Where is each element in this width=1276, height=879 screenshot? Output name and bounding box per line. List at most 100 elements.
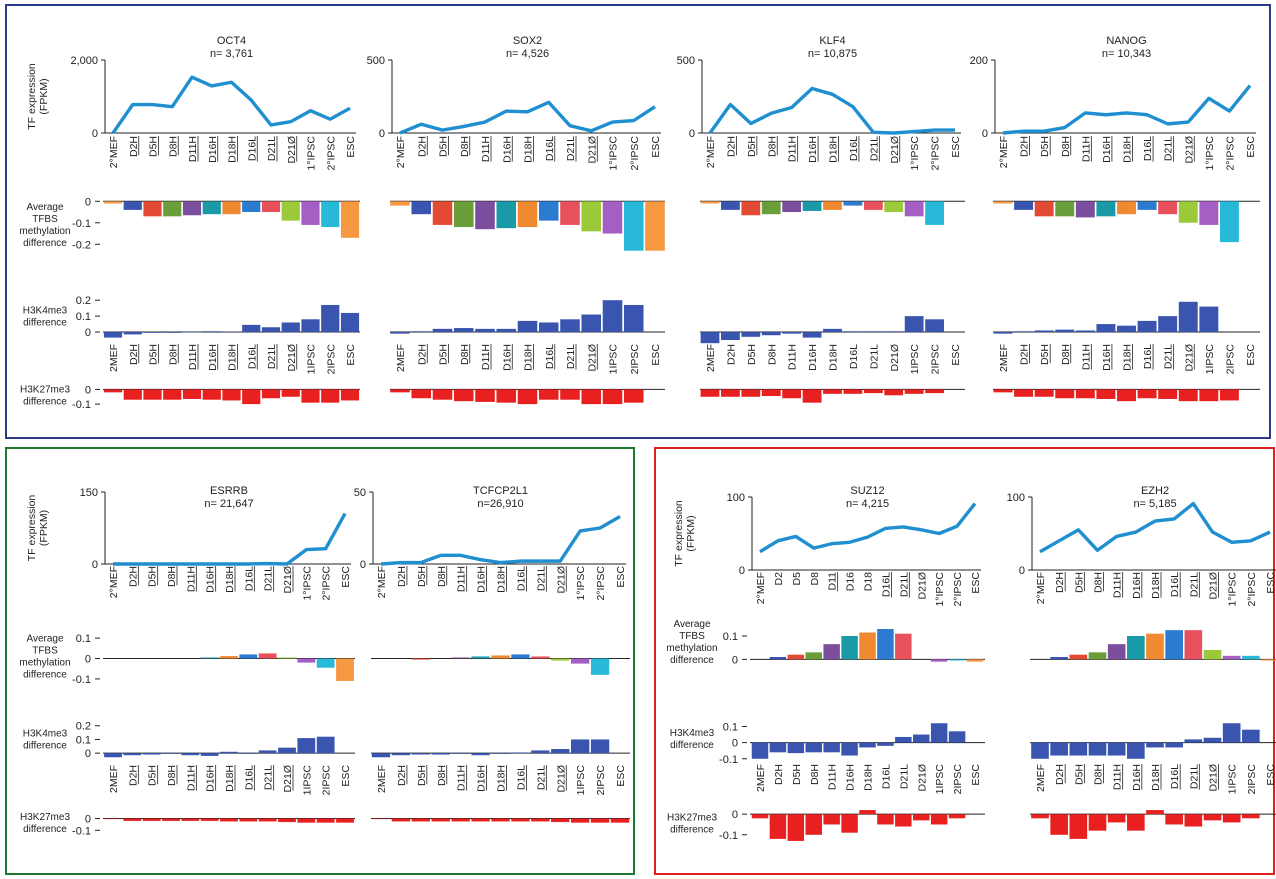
stage-label-h3k4me3: D8H [436,765,448,786]
h3k4me3-bar [925,319,944,333]
h3k27me3-y-tick-label: 0 [85,814,91,826]
stage-label-expression: D16H [807,136,819,163]
h3k27me3-bar [281,389,300,397]
methylation-bar [841,636,858,660]
h3k4me3-bar [721,332,740,340]
row-label-h3k4me3: H3K4me3 [23,306,68,317]
stage-label-text: D21L [898,764,910,789]
row-label-methylation: difference [23,238,67,249]
stage-label-text: 2IPSC [325,344,337,375]
h3k27me3-bar [491,818,510,822]
stage-label-text: D21L [898,572,910,597]
h3k27me3-bar [895,814,912,827]
methylation-bar [1158,201,1178,215]
methylation-bar [390,201,410,206]
h3k4me3-bar [496,328,517,333]
h3k4me3-bar [1050,742,1068,756]
chart-subtitle: n= 21,647 [204,498,253,510]
stage-label-text: 2MEF [108,344,120,372]
stage-label-expression: D21Ø [1183,136,1195,163]
h3k27me3-bar [123,818,142,821]
stage-label-text: D2H [725,136,737,157]
h3k27me3-bar [805,814,822,835]
stage-label-h3k4me3: ESC [340,765,352,787]
stage-label-expression: D21Ø [1208,572,1220,599]
stage-label-h3k4me3: 1IPSC [934,764,946,795]
methylation-bar [1203,650,1222,660]
h3k4me3-bar [453,328,474,333]
stage-label-text: ESC [340,566,352,588]
h3k4me3-bar [123,753,142,756]
stage-label-text: D11H [1080,136,1092,162]
stage-label-h3k4me3: D21L [1163,344,1175,370]
stage-label-h3k4me3: ESC [970,764,982,786]
h3k4me3-bar [242,324,261,333]
stage-label-text: D21Ø [586,136,598,163]
stage-label-h3k4me3: 1IPSC [608,344,620,375]
methylation-bar [1178,201,1198,223]
expression-line [1002,84,1252,135]
h3k4me3-bar [340,312,360,333]
stage-label-text: D16H [1101,344,1113,371]
panel-border-red [654,447,1275,875]
chart-title: OCT4 [217,35,246,47]
stage-label-expression: D5 [791,572,803,586]
row-label-methylation: Average [26,202,64,213]
stage-label-h3k4me3: D21Ø [916,764,928,791]
stage-label-expression: D8H [1060,136,1072,157]
methylation-y-tick-label: -0.1 [72,218,91,230]
stage-label-text: D21L [1188,572,1200,597]
stage-label-text: D8H [436,765,448,786]
h3k4me3-bar [432,328,453,333]
stage-label-expression: D21Ø [889,136,901,163]
methylation-bar [143,201,162,217]
methylation-bar [222,201,241,215]
h3k27me3-bar [602,389,623,405]
stage-label-h3k4me3: D5H [1073,764,1085,785]
stage-label-text: D21Ø [586,344,598,371]
stage-label-h3k4me3: D18H [863,764,875,791]
h3k4me3-bar [1096,324,1116,333]
stage-label-h3k4me3: D18H [224,765,236,792]
stage-label-text: ESC [950,344,962,366]
stage-label-h3k4me3: D5H [148,344,160,365]
methylation-bar [721,201,740,210]
stage-label-h3k4me3: D21L [868,344,880,369]
methylation-bar [336,658,354,681]
expression-y-tick-label: 0 [982,128,988,140]
stage-label-expression: 1°IPSC [1204,136,1216,171]
stage-label-text: D18H [523,344,535,371]
h3k27me3-bar [913,814,930,821]
h3k4me3-y-tick-label: 0 [732,738,738,750]
stage-label-h3k4me3: D8H [166,765,178,786]
stage-label-h3k4me3: D16L [544,344,556,370]
stage-label-text: D16H [207,136,219,163]
methylation-bar [1137,201,1157,210]
stage-label-h3k4me3: D16H [205,765,217,792]
methylation-bar [823,644,840,660]
stage-label-text: D16L [243,566,255,591]
stage-label-text: D5H [1073,572,1085,593]
stage-label-text: D21L [565,136,577,161]
stage-label-text: 2°MEF [108,566,120,598]
stage-label-h3k4me3: D21Ø [586,344,598,371]
stage-label-text: D5H [438,136,450,157]
row-label-methylation: methylation [19,226,70,237]
row-label-tf-expression: TF expression (FPKM) [26,63,50,130]
methylation-bar [451,657,470,659]
stage-label-h3k4me3: 2IPSC [321,765,333,796]
expression-y-tick-label: 150 [80,487,98,499]
stage-label-expression: D8H [436,566,448,587]
expression-line [113,512,347,566]
methylation-bar [1165,630,1183,660]
h3k4me3-bar [782,332,802,334]
stage-label-expression: D21Ø [286,136,298,163]
stage-label-h3k4me3: D16H [476,765,488,792]
h3k4me3-bar [787,742,805,754]
stage-label-h3k4me3: D18H [1150,764,1162,791]
h3k4me3-bar [1178,301,1198,333]
h3k4me3-bar [281,322,300,333]
stage-label-expression: 1°IPSC [1227,572,1239,607]
h3k4me3-y-tick-label: 0.2 [76,295,91,307]
